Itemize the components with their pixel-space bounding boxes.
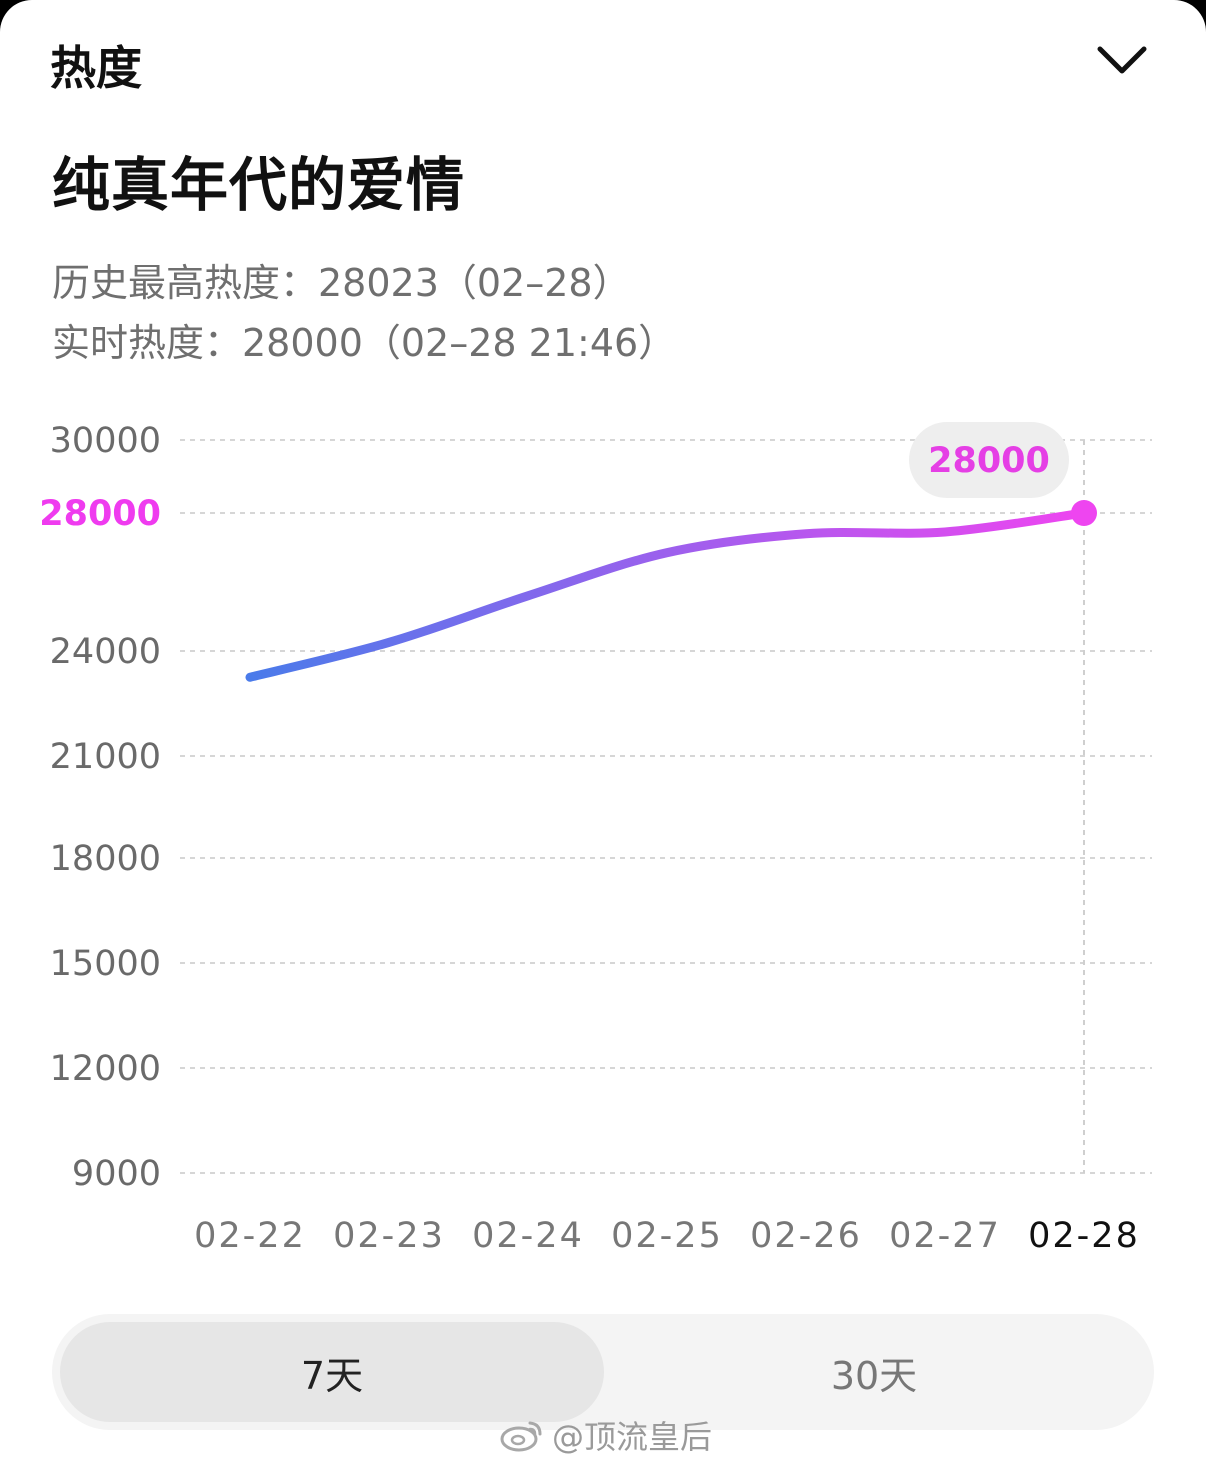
y-tick-label: 18000 [50,839,161,879]
realtime-heat-stat: 实时热度：28000（02–28 21:46） [52,321,677,365]
history-high-stat: 历史最高热度：28023（02–28） [52,261,631,305]
weibo-icon [500,1421,542,1452]
tooltip-value: 28000 [928,441,1050,481]
tab-30-days[interactable]: 30天 [830,1353,918,1398]
current-value-point[interactable] [1071,500,1097,526]
y-tick-label: 24000 [50,632,161,672]
x-tick-label: 02-22 [194,1216,306,1256]
heat-line-chart: 300002800024000210001800015000120009000 … [39,421,1152,1256]
topic-title: 纯真年代的爱情 [52,151,466,219]
watermark: @顶流皇后 [500,1412,712,1458]
value-tooltip: 28000 [909,422,1069,498]
y-tick-label: 12000 [50,1049,161,1089]
y-tick-label: 30000 [50,421,161,461]
x-tick-label: 02-23 [333,1216,445,1256]
panel-title: 热度 [50,41,142,95]
x-tick-label: 02-26 [750,1216,862,1256]
y-tick-label: 28000 [39,494,161,534]
y-tick-label: 9000 [72,1154,161,1194]
chevron-down-icon [1097,46,1147,74]
heat-series-line [245,508,1089,682]
x-tick-label: 02-27 [889,1216,1001,1256]
x-tick-label: 02-25 [611,1216,723,1256]
tab-7-days[interactable]: 7天 [60,1322,604,1422]
watermark-text: @顶流皇后 [552,1418,713,1456]
x-tick-label: 02-24 [472,1216,584,1256]
x-tick-label: 02-28 [1028,1216,1140,1256]
y-tick-label: 15000 [50,944,161,984]
collapse-button[interactable] [1090,30,1154,90]
y-tick-label: 21000 [50,737,161,777]
range-toggle: 7天 30天 [52,1314,1154,1430]
